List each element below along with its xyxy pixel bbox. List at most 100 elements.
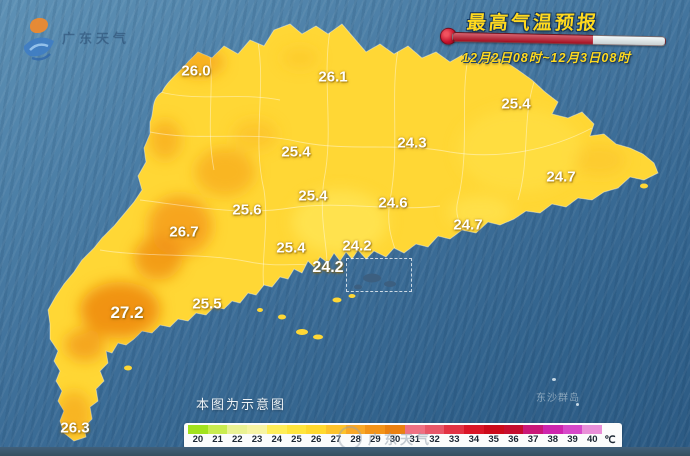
legend-swatch <box>523 425 543 434</box>
bottom-border-strip <box>0 447 690 456</box>
legend-swatch <box>582 425 603 434</box>
legend-swatch <box>326 425 346 434</box>
legend-tick-label: 40 <box>586 434 598 445</box>
legend-stop: 23 <box>247 425 267 447</box>
legend-tick-label: 24 <box>271 434 283 445</box>
legend-tick-label: 20 <box>192 434 204 445</box>
temp-label: 26.7 <box>169 223 199 241</box>
legend-swatch <box>247 425 267 434</box>
legend-scale: 20 21 22 23 24 25 26 27 28 29 30 31 32 33 34 35 36 37 38 39… <box>188 425 603 447</box>
island-dot <box>576 403 579 406</box>
legend-stop: 24 <box>266 425 287 447</box>
legend-swatch <box>385 425 405 434</box>
legend-tick-label: 32 <box>429 434 440 445</box>
dongsha-islands-label: 东沙群岛 <box>536 393 580 404</box>
temp-label: 24.7 <box>453 216 483 234</box>
legend-tick-label: 22 <box>232 434 243 445</box>
temp-label: 26.3 <box>60 419 90 437</box>
legend-stop: 40 <box>582 425 603 447</box>
legend-swatch <box>503 425 524 434</box>
legend-tick-label: 25 <box>291 434 302 445</box>
legend-stop: 25 <box>286 425 307 447</box>
sun-icon <box>30 18 48 33</box>
legend-swatch <box>444 425 465 434</box>
legend-tick-label: 34 <box>468 434 480 445</box>
delta-dashed-outline <box>346 258 412 292</box>
legend-tick-label: 38 <box>547 434 559 445</box>
legend-stop: 36 <box>503 425 524 447</box>
temp-label: 25.4 <box>281 143 311 161</box>
legend-stop: 30 <box>385 425 405 447</box>
legend-stop: 26 <box>306 425 327 447</box>
legend-tick-label: 30 <box>389 434 401 445</box>
legend-swatch <box>306 425 327 434</box>
legend-swatch <box>188 425 208 434</box>
legend-swatch <box>404 425 425 434</box>
legend-stop: 35 <box>483 425 504 447</box>
temperature-shading <box>56 47 626 439</box>
district-borders <box>99 29 593 301</box>
legend-swatch <box>424 425 445 434</box>
legend-stop: 21 <box>207 425 228 447</box>
legend-tick-label: 23 <box>251 434 263 445</box>
legend-swatch <box>266 425 287 434</box>
temp-label: 24.3 <box>397 134 427 152</box>
legend-swatch <box>464 425 484 434</box>
temp-label: 25.4 <box>276 239 306 257</box>
temp-label: 26.0 <box>181 62 211 80</box>
legend-swatch <box>286 425 307 434</box>
legend-tick-label: 26 <box>310 434 322 445</box>
legend-swatch <box>483 425 504 434</box>
legend-stop: 29 <box>365 425 386 447</box>
coastal-islands <box>124 183 648 371</box>
temp-label: 24.2 <box>312 259 344 276</box>
map-note: 本图为示意图 <box>196 397 287 412</box>
legend-swatch <box>207 425 228 434</box>
legend-stop: 22 <box>227 425 248 447</box>
temp-label: 24.2 <box>342 237 372 255</box>
legend-tick-label: 36 <box>508 434 519 445</box>
legend-stop: 20 <box>188 425 208 447</box>
temperature-legend: 20 21 22 23 24 25 26 27 28 29 30 31 32 33 34 35 36 37 38 39… <box>184 423 622 449</box>
legend-tick-label: 33 <box>448 434 460 445</box>
legend-swatch <box>562 425 583 434</box>
legend-stop: 27 <box>326 425 346 447</box>
legend-tick-label: 37 <box>527 434 539 445</box>
legend-tick-label: 31 <box>409 434 421 445</box>
legend-stop: 34 <box>464 425 484 447</box>
legend-stop: 37 <box>523 425 543 447</box>
legend-stop: 39 <box>562 425 583 447</box>
legend-tick-label: 29 <box>370 434 381 445</box>
legend-unit: ℃ <box>604 435 616 446</box>
legend-stop: 38 <box>542 425 563 447</box>
temp-label: 24.6 <box>378 194 408 212</box>
legend-stop: 33 <box>444 425 465 447</box>
brand-watermark-label: 广东天气 <box>62 31 131 46</box>
temp-label: 26.1 <box>318 68 348 86</box>
legend-stop: 32 <box>424 425 445 447</box>
legend-tick-label: 39 <box>567 434 578 445</box>
legend-swatch <box>227 425 248 434</box>
weather-logo-icon <box>23 37 54 61</box>
temp-label: 25.4 <box>298 187 328 205</box>
temp-label: 25.5 <box>192 295 222 313</box>
legend-stop: 28 <box>345 425 366 447</box>
legend-swatch <box>345 425 366 434</box>
temp-label: 25.4 <box>501 95 531 113</box>
brand-watermark: 广东天气 <box>18 14 348 70</box>
temp-label: 25.6 <box>232 201 262 219</box>
legend-swatch <box>365 425 386 434</box>
legend-stop: 31 <box>404 425 425 447</box>
legend-tick-label: 35 <box>488 434 499 445</box>
legend-tick-label: 27 <box>330 434 342 445</box>
legend-tick-label: 28 <box>350 434 361 445</box>
island-dot <box>552 378 556 381</box>
legend-swatch <box>542 425 563 434</box>
temp-label: 24.7 <box>546 168 576 186</box>
forecast-date-range: 12月2日08时~12月3日08时 <box>462 51 631 65</box>
temp-label: 27.2 <box>110 303 144 322</box>
legend-tick-label: 21 <box>212 434 223 445</box>
